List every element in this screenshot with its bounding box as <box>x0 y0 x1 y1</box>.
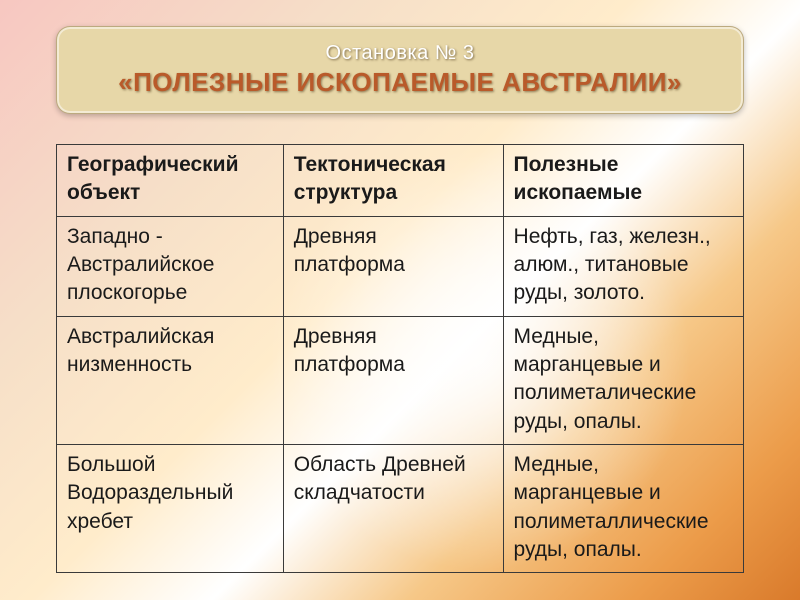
table-row: Австралийская низменность Древняя платфо… <box>57 316 744 444</box>
cell-tectonic: Древняя платформа <box>283 216 503 316</box>
cell-minerals: Медные, марганцевые и полиметаллические … <box>503 445 743 573</box>
cell-tectonic: Древняя платформа <box>283 316 503 444</box>
cell-geo: Большой Водораздельный хребет <box>57 445 284 573</box>
cell-minerals: Медные, марганцевые и полиметалические р… <box>503 316 743 444</box>
cell-tectonic: Область Древней складчатости <box>283 445 503 573</box>
minerals-table-wrap: Географический объект Тектоническая стру… <box>56 144 744 573</box>
title-main: «Полезные ископаемые Австралии» <box>118 67 682 98</box>
cell-minerals: Нефть, газ, железн., алюм., титановые ру… <box>503 216 743 316</box>
cell-geo: Австралийская низменность <box>57 316 284 444</box>
table-header-row: Географический объект Тектоническая стру… <box>57 145 744 217</box>
title-box: Остановка № 3 «Полезные ископаемые Австр… <box>56 26 744 114</box>
col-header-geo: Географический объект <box>57 145 284 217</box>
table-row: Западно - Австралийское плоскогорье Древ… <box>57 216 744 316</box>
cell-geo: Западно - Австралийское плоскогорье <box>57 216 284 316</box>
title-super: Остановка № 3 <box>326 42 475 65</box>
minerals-table: Географический объект Тектоническая стру… <box>56 144 744 573</box>
col-header-tectonic: Тектоническая структура <box>283 145 503 217</box>
table-row: Большой Водораздельный хребет Область Др… <box>57 445 744 573</box>
col-header-minerals: Полезные ископаемые <box>503 145 743 217</box>
slide: Остановка № 3 «Полезные ископаемые Австр… <box>0 0 800 600</box>
